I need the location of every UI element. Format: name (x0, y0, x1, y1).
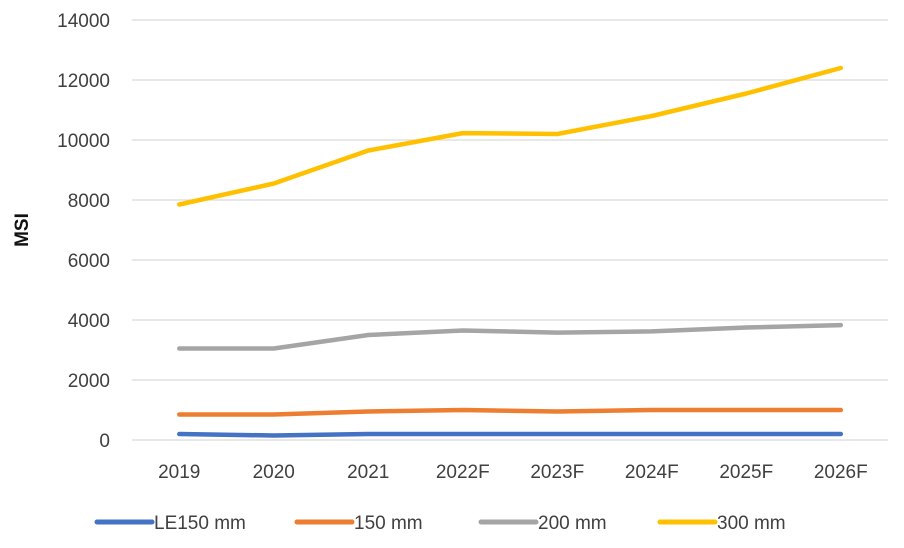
y-tick-label: 2000 (68, 371, 110, 392)
y-tick-label: 0 (99, 431, 110, 452)
y-axis-tick-labels: 0 2000 4000 6000 8000 10000 12000 14000 (57, 11, 110, 452)
y-tick-label: 8000 (68, 191, 110, 212)
series-line-le150-mm (177, 431, 844, 438)
y-tick-label: 4000 (68, 311, 110, 332)
x-tick-label: 2024F (625, 462, 679, 483)
x-tick-label: 2019 (158, 462, 200, 483)
legend-label-300-mm: 300 mm (717, 513, 786, 534)
legend-label-le150-mm: LE150 mm (154, 513, 246, 534)
series-lines (177, 65, 844, 438)
legend-label-150-mm: 150 mm (354, 513, 423, 534)
gridlines (132, 19, 888, 441)
y-tick-label: 10000 (57, 131, 110, 152)
x-tick-label: 2022F (436, 462, 490, 483)
y-axis-label: MSI (12, 213, 33, 247)
x-tick-label: 2025F (719, 462, 773, 483)
y-tick-label: 6000 (68, 251, 110, 272)
series-line-150-mm (177, 407, 844, 417)
legend: LE150 mm 150 mm 200 mm 300 mm (94, 513, 786, 534)
legend-label-200-mm: 200 mm (538, 513, 607, 534)
series-line-200-mm (177, 322, 844, 351)
x-tick-label: 2023F (530, 462, 584, 483)
x-tick-label: 2020 (253, 462, 295, 483)
y-tick-label: 14000 (57, 11, 110, 32)
x-tick-label: 2021 (347, 462, 389, 483)
x-tick-label: 2026F (814, 462, 868, 483)
y-tick-label: 12000 (57, 71, 110, 92)
series-line-300-mm (177, 65, 844, 207)
x-axis-tick-labels: 2019 2020 2021 2022F 2023F 2024F 2025F 2026F (158, 462, 868, 483)
